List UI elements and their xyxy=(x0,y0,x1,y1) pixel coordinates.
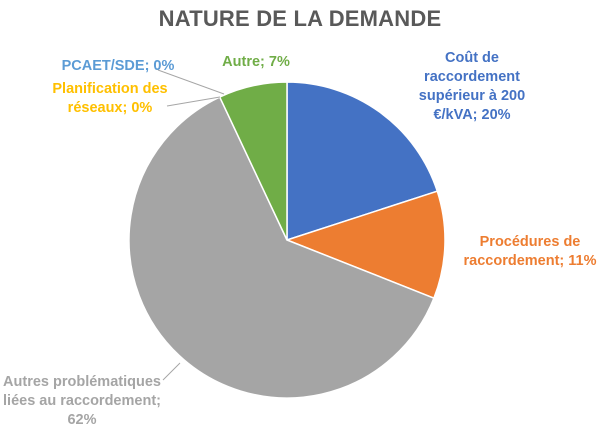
pie-slice-2 xyxy=(128,96,435,399)
leader-line-2 xyxy=(162,362,181,381)
data-label-1: Procédures de raccordement; 11% xyxy=(464,234,597,269)
data-label-3: Planification des réseaux; 0% xyxy=(52,81,167,116)
data-label-4: PCAET/SDE; 0% xyxy=(62,58,175,74)
chart-title: NATURE DE LA DEMANDE xyxy=(158,6,442,31)
data-label-2: Autres problématiques liées au raccordeme… xyxy=(3,374,161,428)
data-label-5: Autre; 7% xyxy=(222,54,290,70)
pie-slice-0 xyxy=(286,81,439,242)
leader-line-3 xyxy=(166,96,221,107)
pie-slice-1 xyxy=(284,190,446,300)
data-label-0: Coût de raccordement supérieur à 200 €/kVA;… xyxy=(419,50,525,123)
leader-line-4 xyxy=(157,69,225,95)
